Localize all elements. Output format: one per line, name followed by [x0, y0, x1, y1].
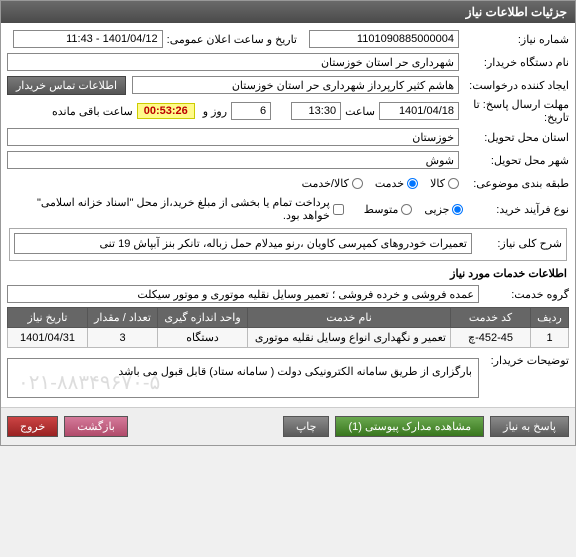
payment-note-label: پرداخت تمام یا بخشی از مبلغ خرید،از محل … [7, 196, 330, 222]
back-button[interactable]: بازگشت [64, 416, 128, 437]
window-titlebar: جزئیات اطلاعات نیاز [1, 1, 575, 23]
radio-kala-khadmat-label: کالا/خدمت [302, 177, 349, 190]
group-field[interactable] [7, 285, 479, 303]
radio-motavaset-label: متوسط [364, 203, 399, 216]
cell-qty: 3 [88, 328, 158, 348]
buyer-notes-text: بارگزاری از طریق سامانه الکترونیکی دولت … [118, 366, 472, 378]
countdown-timer: 00:53:26 [137, 103, 195, 119]
days-field[interactable] [231, 102, 271, 120]
buyer-label: نام دستگاه خریدار: [459, 56, 569, 69]
group-label: گروه خدمت: [479, 288, 569, 301]
th-unit: واحد اندازه گیری [158, 308, 248, 328]
radio-jozi-label: جزیی [424, 203, 449, 216]
form-body: شماره نیاز: تاریخ و ساعت اعلان عمومی: نا… [1, 23, 575, 407]
print-button[interactable]: چاپ [283, 416, 330, 437]
desc-label: شرح کلی نیاز: [472, 237, 562, 250]
footer-bar: پاسخ به نیاز مشاهده مدارک پیوستی (1) چاپ… [1, 407, 575, 445]
checkbox-payment[interactable]: پرداخت تمام یا بخشی از مبلغ خرید،از محل … [7, 196, 344, 222]
th-date: تاریخ نیاز [8, 308, 88, 328]
need-no-label: شماره نیاز: [459, 33, 569, 46]
deadline-label: مهلت ارسال پاسخ: تا تاریخ: [459, 98, 569, 124]
type-label: نوع فرآیند خرید: [463, 203, 569, 216]
buyer-notes-label: توضیحات خریدار: [479, 354, 569, 367]
radio-kala-khadmat-input[interactable] [352, 178, 363, 189]
radio-jozi[interactable]: جزیی [424, 203, 463, 216]
description-box: شرح کلی نیاز: تعمیرات خودروهای کمپرسی کا… [9, 228, 567, 261]
attachments-button[interactable]: مشاهده مدارک پیوستی (1) [335, 416, 484, 437]
exit-button[interactable]: خروج [7, 416, 58, 437]
deadline-time-field[interactable] [291, 102, 341, 120]
announce-label: تاریخ و ساعت اعلان عمومی: [163, 33, 297, 46]
radio-khadmat[interactable]: خدمت [375, 177, 418, 190]
radio-kala-label: کالا [430, 177, 445, 190]
cell-row: 1 [531, 328, 569, 348]
table-row[interactable]: 1 452-45-چ تعمیر و نگهداری انواع وسایل ن… [8, 328, 569, 348]
table-header-row: ردیف کد خدمت نام خدمت واحد اندازه گیری ت… [8, 308, 569, 328]
buyer-notes-box: بارگزاری از طریق سامانه الکترونیکی دولت … [7, 358, 479, 398]
time-label-1: ساعت [345, 105, 375, 118]
radio-khadmat-input[interactable] [407, 178, 418, 189]
need-details-window: جزئیات اطلاعات نیاز شماره نیاز: تاریخ و … [0, 0, 576, 446]
radio-kala-input[interactable] [448, 178, 459, 189]
announce-field[interactable] [13, 30, 163, 48]
th-name: نام خدمت [248, 308, 451, 328]
radio-jozi-input[interactable] [452, 204, 463, 215]
radio-kala[interactable]: کالا [430, 177, 459, 190]
cell-name: تعمیر و نگهداری انواع وسایل نقلیه موتوری [248, 328, 451, 348]
subject-type-label: طبقه بندی موضوعی: [459, 177, 569, 190]
radio-kala-khadmat[interactable]: کالا/خدمت [302, 177, 363, 190]
radio-motavaset-input[interactable] [401, 204, 412, 215]
services-info-header: اطلاعات خدمات مورد نیاز [9, 267, 567, 280]
th-code: کد خدمت [451, 308, 531, 328]
province-label: استان محل تحویل: [459, 131, 569, 144]
requester-field[interactable] [132, 76, 459, 94]
th-row: ردیف [531, 308, 569, 328]
radio-motavaset[interactable]: متوسط [364, 203, 413, 216]
subject-type-group: کالا خدمت کالا/خدمت [302, 177, 459, 190]
services-table: ردیف کد خدمت نام خدمت واحد اندازه گیری ت… [7, 307, 569, 348]
window-title: جزئیات اطلاعات نیاز [466, 5, 567, 19]
requester-label: ایجاد کننده درخواست: [459, 79, 569, 92]
cell-unit: دستگاه [158, 328, 248, 348]
city-label: شهر محل تحویل: [459, 154, 569, 167]
remain-label: ساعت باقی مانده [52, 105, 133, 118]
footer-spacer [134, 416, 277, 437]
province-field[interactable] [7, 128, 459, 146]
th-qty: تعداد / مقدار [88, 308, 158, 328]
desc-field: تعمیرات خودروهای کمپرسی کاویان ،رنو میدل… [14, 233, 472, 254]
cell-code: 452-45-چ [451, 328, 531, 348]
radio-khadmat-label: خدمت [375, 177, 404, 190]
need-no-field[interactable] [309, 30, 459, 48]
city-field[interactable] [7, 151, 459, 169]
process-type-group: جزیی متوسط پرداخت تمام یا بخشی از مبلغ خ… [7, 196, 463, 222]
reply-button[interactable]: پاسخ به نیاز [490, 416, 569, 437]
checkbox-payment-input[interactable] [333, 204, 344, 215]
buyer-field[interactable] [7, 53, 459, 71]
days-label: روز و [203, 105, 227, 118]
contact-buyer-button[interactable]: اطلاعات تماس خریدار [7, 76, 126, 95]
cell-date: 1401/04/31 [8, 328, 88, 348]
deadline-date-field[interactable] [379, 102, 459, 120]
